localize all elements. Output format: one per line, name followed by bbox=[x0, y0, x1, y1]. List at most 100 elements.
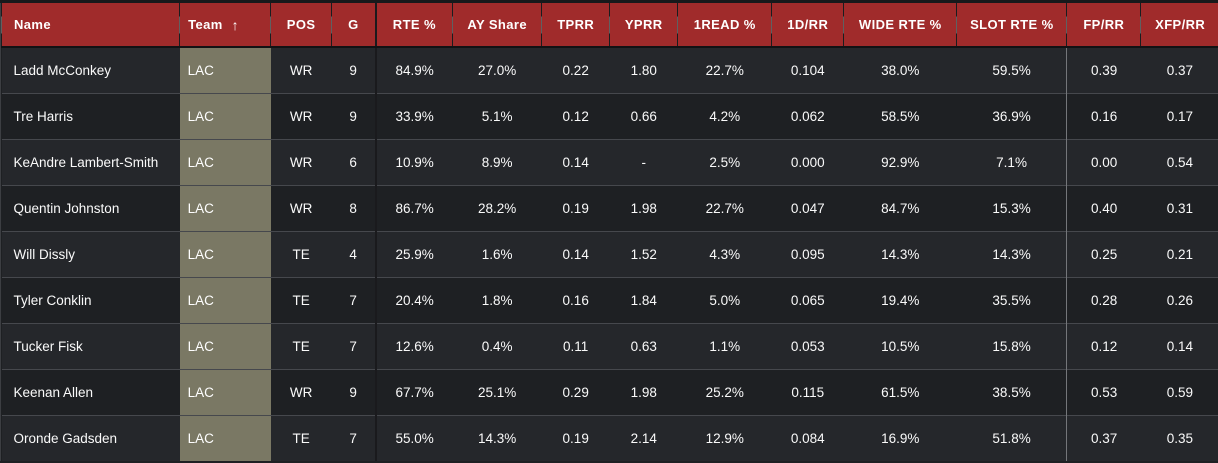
column-label: AY Share bbox=[467, 17, 527, 32]
team-cell: LAC bbox=[179, 323, 271, 370]
stat-cell-1read-pct: 25.2% bbox=[677, 369, 772, 416]
stat-cell-tprr: 0.19 bbox=[541, 185, 610, 232]
stat-cell-slot-rte-pct: 15.8% bbox=[956, 323, 1067, 370]
column-header-xfp-rr[interactable]: XFP/RR bbox=[1140, 3, 1218, 48]
stat-cell-xfp-rr: 0.31 bbox=[1140, 185, 1218, 232]
column-header-slot-rte-pct[interactable]: SLOT RTE % bbox=[956, 3, 1067, 48]
table-row: Tyler Conklin LAC TE 7 20.4% 1.8% 0.16 1.84 5.0%… bbox=[1, 277, 1218, 324]
column-header-team[interactable]: Team ↑ bbox=[179, 3, 271, 48]
stat-cell-g: 9 bbox=[331, 93, 376, 140]
table-row: Tucker Fisk LAC TE 7 12.6% 0.4% 0.11 0.63 1.1% 0.… bbox=[1, 323, 1218, 370]
stat-cell-slot-rte-pct: 36.9% bbox=[956, 93, 1067, 140]
stat-cell-slot-rte-pct: 35.5% bbox=[956, 277, 1067, 324]
stat-cell-yprr: 0.66 bbox=[609, 93, 678, 140]
stat-cell-slot-rte-pct: 51.8% bbox=[956, 415, 1067, 461]
stat-cell-ay-share: 27.0% bbox=[478, 63, 517, 78]
column-header-rte-pct[interactable]: RTE % bbox=[374, 3, 453, 48]
player-name-cell[interactable]: Oronde Gadsden bbox=[1, 415, 180, 461]
stat-cell-fp-rr: 0.39 bbox=[1066, 47, 1141, 94]
team-cell: LAC bbox=[179, 231, 271, 278]
stat-cell-1read-pct: 5.0% bbox=[677, 277, 772, 324]
column-label: XFP/RR bbox=[1155, 17, 1206, 32]
stat-cell-1read-pct: 4.2% bbox=[677, 93, 772, 140]
table-row: Keenan Allen LAC WR 9 67.7% 25.1% 0.29 1.98 25.2… bbox=[1, 369, 1218, 416]
stat-cell-pos: TE bbox=[270, 231, 332, 278]
player-name-cell[interactable]: Keenan Allen bbox=[1, 369, 180, 416]
team-cell: LAC bbox=[179, 47, 271, 94]
stat-cell-ay-share: 1.6% bbox=[452, 231, 542, 278]
stat-cell-fp-rr: 0.53 bbox=[1066, 369, 1141, 416]
stat-cell-wide-rte-pct: 38.0% bbox=[881, 63, 920, 78]
stat-cell-rte-pct: 67.7% bbox=[374, 369, 453, 416]
stat-cell-tprr: 0.29 bbox=[541, 369, 610, 416]
player-name-cell[interactable]: Tyler Conklin bbox=[1, 277, 180, 324]
stat-cell-g: 7 bbox=[331, 323, 376, 370]
player-name-cell[interactable]: KeAndre Lambert-Smith bbox=[1, 139, 180, 186]
player-name-cell[interactable]: Tucker Fisk bbox=[1, 323, 180, 370]
stat-cell-slot-rte-pct: 7.1% bbox=[956, 139, 1067, 186]
stat-cell-fp-rr: 0.25 bbox=[1066, 231, 1141, 278]
column-label: POS bbox=[286, 17, 316, 32]
column-header-fp-rr[interactable]: FP/RR bbox=[1066, 3, 1141, 48]
stat-cell-g: 4 bbox=[331, 231, 376, 278]
column-header-pos[interactable]: POS bbox=[270, 3, 332, 48]
table-body: Ladd McConkey LAC WR 9 84.9% 27.0% 0.22 1.80 22.… bbox=[1, 47, 1218, 461]
column-header-yprr[interactable]: YPRR bbox=[609, 3, 678, 48]
stat-cell-xfp-rr: 0.35 bbox=[1140, 415, 1218, 461]
stat-cell-wide-rte-pct: 19.4% bbox=[843, 277, 957, 324]
column-header-name[interactable]: Name bbox=[0, 3, 180, 48]
column-header-wide-rte-pct[interactable]: WIDE RTE % bbox=[843, 3, 957, 48]
stat-cell-1d-rr: 0.062 bbox=[771, 93, 844, 140]
column-label: YPRR bbox=[624, 17, 663, 32]
team-cell: LAC bbox=[179, 415, 271, 461]
stat-cell-pos: TE bbox=[270, 323, 332, 370]
stat-cell-1read-pct: 4.3% bbox=[677, 231, 772, 278]
stat-cell-wide-rte-pct: 58.5% bbox=[843, 93, 957, 140]
stat-cell-slot-rte-pct: 38.5% bbox=[956, 369, 1067, 416]
stat-cell-xfp-rr: 0.14 bbox=[1140, 323, 1218, 370]
player-name-cell[interactable]: Quentin Johnston bbox=[1, 185, 180, 232]
stat-cell-fp-rr: 0.37 bbox=[1066, 415, 1141, 461]
column-header-tprr[interactable]: TPRR bbox=[541, 3, 610, 48]
sort-ascending-icon: ↑ bbox=[231, 16, 240, 33]
stat-cell-pos: WR bbox=[289, 63, 313, 78]
player-name-cell[interactable]: Will Dissly bbox=[1, 231, 180, 278]
stat-cell-yprr: 1.52 bbox=[609, 231, 678, 278]
column-label: 1READ % bbox=[693, 17, 756, 32]
player-name-cell[interactable]: Tre Harris bbox=[1, 93, 180, 140]
stat-cell-1read-pct: 22.7% bbox=[677, 185, 772, 232]
stat-cell-rte-pct: 25.9% bbox=[374, 231, 453, 278]
stat-cell-slot-rte-pct: 15.3% bbox=[956, 185, 1067, 232]
column-label: RTE % bbox=[392, 17, 436, 32]
column-header-1d-rr[interactable]: 1D/RR bbox=[771, 3, 844, 48]
table-row: Quentin Johnston LAC WR 8 86.7% 28.2% 0.19 1.98… bbox=[1, 185, 1218, 232]
team-cell: LAC bbox=[179, 139, 271, 186]
stat-cell-g: 6 bbox=[331, 139, 376, 186]
stat-cell-rte-pct: 55.0% bbox=[374, 415, 453, 461]
stat-cell-tprr: 0.12 bbox=[541, 93, 610, 140]
stat-cell-pos: WR bbox=[270, 185, 332, 232]
stat-cell-ay-share: 25.1% bbox=[452, 369, 542, 416]
stat-cell-1read-pct: 12.9% bbox=[677, 415, 772, 461]
stat-cell-wide-rte-pct: 61.5% bbox=[843, 369, 957, 416]
player-name-cell[interactable]: Ladd McConkey bbox=[13, 63, 112, 78]
stat-cell-1read-pct: 2.5% bbox=[677, 139, 772, 186]
stat-cell-pos: WR bbox=[270, 93, 332, 140]
stat-cell-fp-rr: 0.16 bbox=[1066, 93, 1141, 140]
column-header-ay-share[interactable]: AY Share bbox=[452, 3, 542, 48]
column-label: 1D/RR bbox=[787, 17, 829, 32]
stat-cell-1read-pct: 1.1% bbox=[677, 323, 772, 370]
stat-cell-1d-rr: 0.000 bbox=[771, 139, 844, 186]
stat-cell-rte-pct: 20.4% bbox=[374, 277, 453, 324]
stat-cell-pos: TE bbox=[270, 415, 332, 461]
stat-cell-yprr: - bbox=[609, 139, 678, 186]
top-divider bbox=[0, 0, 1218, 3]
team-cell: LAC bbox=[179, 277, 271, 324]
column-header-1read-pct[interactable]: 1READ % bbox=[677, 3, 772, 48]
column-header-g[interactable]: G bbox=[331, 3, 376, 48]
stat-cell-1d-rr: 0.053 bbox=[771, 323, 844, 370]
stat-cell-ay-share: 1.8% bbox=[452, 277, 542, 324]
stat-cell-g: 7 bbox=[331, 415, 376, 461]
stat-cell-xfp-rr: 0.59 bbox=[1140, 369, 1218, 416]
